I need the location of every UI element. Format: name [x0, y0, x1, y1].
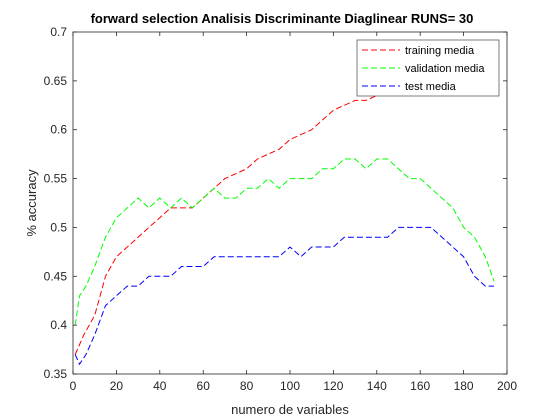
legend-label-training: training media	[405, 45, 475, 57]
y-tick-label: 0.7	[50, 25, 67, 39]
series-line-2	[74, 226, 494, 366]
x-tick-label: 140	[367, 379, 387, 393]
x-tick-label: 200	[497, 379, 517, 393]
y-tick-label: 0.6	[50, 123, 67, 137]
legend-label-test: test media	[405, 81, 457, 93]
legend-label-validation: validation media	[405, 63, 485, 75]
x-tick-label: 160	[410, 379, 430, 393]
x-axis-label: numero de variables	[231, 402, 349, 417]
x-tick-label: 0	[70, 379, 77, 393]
series-line-1	[74, 158, 495, 326]
tick-layer: 0 20 40 60 80 100 120 140 160 180 200 0.35 0.4 0.45 0.…	[44, 25, 518, 393]
x-tick-label: 100	[280, 379, 300, 393]
y-tick-label: 0.45	[44, 269, 68, 283]
y-tick-label: 0.5	[50, 220, 67, 234]
y-tick-label: 0.55	[44, 172, 68, 186]
legend: training media validation media test med…	[356, 39, 500, 97]
chart-title: forward selection Analisis Discriminante…	[91, 11, 474, 26]
x-tick-label: 180	[454, 379, 474, 393]
y-tick-label: 0.35	[44, 367, 68, 381]
x-tick-label: 80	[240, 379, 254, 393]
x-tick-label: 40	[153, 379, 167, 393]
y-tick-label: 0.65	[44, 74, 68, 88]
x-tick-label: 20	[110, 379, 124, 393]
x-tick-label: 120	[323, 379, 343, 393]
y-axis-label: % accuracy	[24, 169, 39, 237]
x-tick-label: 60	[197, 379, 211, 393]
y-tick-label: 0.4	[50, 318, 67, 332]
